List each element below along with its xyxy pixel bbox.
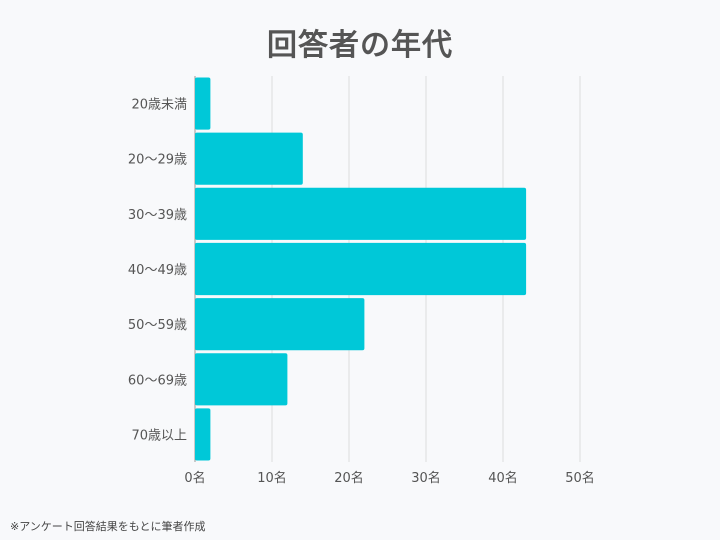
category-label: 20歳未満 <box>131 98 187 113</box>
category-label: 70歳以上 <box>131 428 187 443</box>
bar <box>195 298 365 351</box>
bar <box>195 132 303 185</box>
category-label: 60～69歳 <box>128 373 187 388</box>
x-tick-label: 50名 <box>565 470 595 486</box>
x-tick-label: 40名 <box>488 470 518 486</box>
category-label: 20～29歳 <box>128 153 187 168</box>
x-tick-label: 20名 <box>334 470 364 486</box>
bar <box>195 408 211 461</box>
source-note: ※アンケート回答結果をもとに筆者作成 <box>10 520 206 533</box>
category-label: 40～49歳 <box>128 263 187 278</box>
bar <box>195 187 527 240</box>
x-tick-label: 10名 <box>257 470 287 486</box>
bar <box>195 77 211 130</box>
category-label: 30～39歳 <box>128 208 187 223</box>
bar <box>195 353 288 406</box>
x-tick-label: 30名 <box>411 470 441 486</box>
category-label: 50～59歳 <box>128 318 187 333</box>
bar <box>195 242 527 296</box>
chart-title: 回答者の年代 <box>267 28 453 63</box>
x-tick-label: 0名 <box>184 470 205 486</box>
